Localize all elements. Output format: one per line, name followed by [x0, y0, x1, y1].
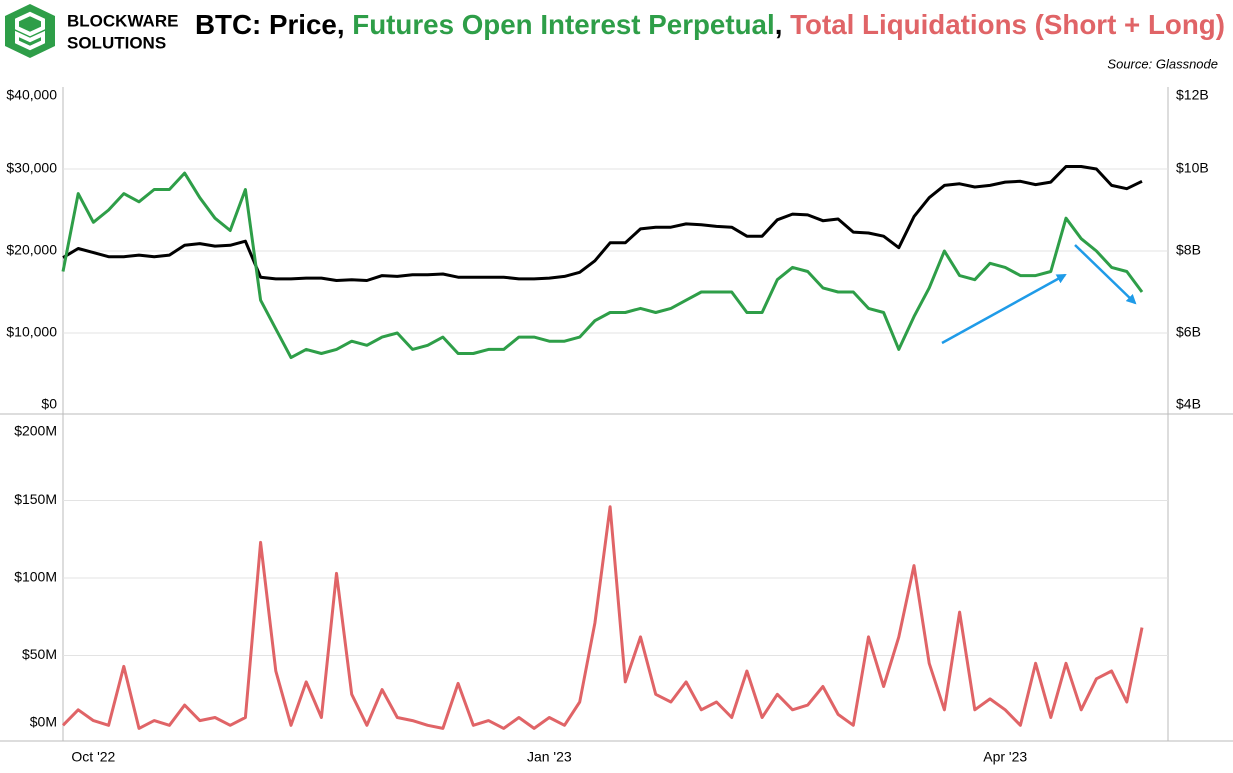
y-tick-label: $150M — [14, 491, 57, 507]
logo-text: SOLUTIONS — [67, 33, 166, 52]
y2-tick-label: $4B — [1176, 396, 1201, 412]
line-series — [61, 505, 1144, 730]
logo-text: BLOCKWARE — [67, 11, 178, 30]
y2-tick-label: $12B — [1176, 87, 1209, 103]
y-tick-label: $200M — [14, 423, 57, 439]
logo-mark — [5, 4, 55, 58]
line-series — [61, 171, 1144, 360]
title-segment: BTC: Price — [195, 9, 337, 40]
y-tick-label: $50M — [22, 646, 57, 662]
y2-tick-label: $10B — [1176, 160, 1209, 176]
y-tick-label: $20,000 — [6, 242, 57, 258]
y-tick-label: $0M — [30, 714, 57, 730]
frame — [0, 87, 1233, 742]
y-tick-label: $10,000 — [6, 324, 57, 340]
logo: BLOCKWARE SOLUTIONS — [5, 4, 178, 58]
chart-source: Source: Glassnode — [1107, 56, 1218, 71]
annotation-arrow — [941, 273, 1067, 345]
y2-tick-label: $8B — [1176, 242, 1201, 258]
y-tick-label: $40,000 — [6, 87, 57, 103]
y-tick-label: $0 — [41, 396, 57, 412]
y2-tick-label: $6B — [1176, 324, 1201, 340]
y-tick-label: $100M — [14, 569, 57, 585]
y-tick-label: $30,000 — [6, 160, 57, 176]
title-segment: Total Liquidations (Short + Long) — [790, 9, 1225, 40]
chart-title: BTC: Price, Futures Open Interest Perpet… — [195, 9, 1225, 40]
title-segment: , — [337, 9, 352, 40]
logo-shape — [15, 11, 45, 51]
title-segment: Futures Open Interest Perpetual — [352, 9, 774, 40]
x-tick-label: Oct '22 — [71, 749, 115, 765]
annotation-arrow — [1074, 244, 1137, 305]
x-tick-label: Apr '23 — [983, 749, 1027, 765]
title-segment: , — [775, 9, 790, 40]
x-tick-label: Jan '23 — [527, 749, 572, 765]
line-series — [62, 165, 1143, 282]
